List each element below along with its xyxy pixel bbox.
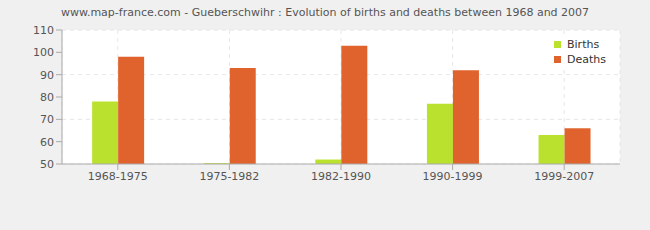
svg-text:60: 60 (40, 136, 54, 149)
svg-text:1968-1975: 1968-1975 (88, 170, 148, 183)
svg-text:90: 90 (40, 69, 54, 82)
svg-text:1999-2007: 1999-2007 (534, 170, 594, 183)
svg-text:1975-1982: 1975-1982 (199, 170, 259, 183)
svg-text:70: 70 (40, 113, 54, 126)
svg-text:100: 100 (33, 46, 54, 59)
svg-text:50: 50 (40, 158, 54, 171)
html-text:www.map-france.com - Guebersch: www.map-france.com - Gueberschwihr : Evo… (60, 6, 590, 19)
html-text:Deaths: Deaths (567, 53, 606, 66)
html-text:Births: Births (567, 38, 600, 51)
svg-text:110: 110 (33, 24, 54, 37)
svg-text:80: 80 (40, 91, 54, 104)
svg-text:1990-1999: 1990-1999 (423, 170, 483, 183)
svg-text:1982-1990: 1982-1990 (311, 170, 371, 183)
